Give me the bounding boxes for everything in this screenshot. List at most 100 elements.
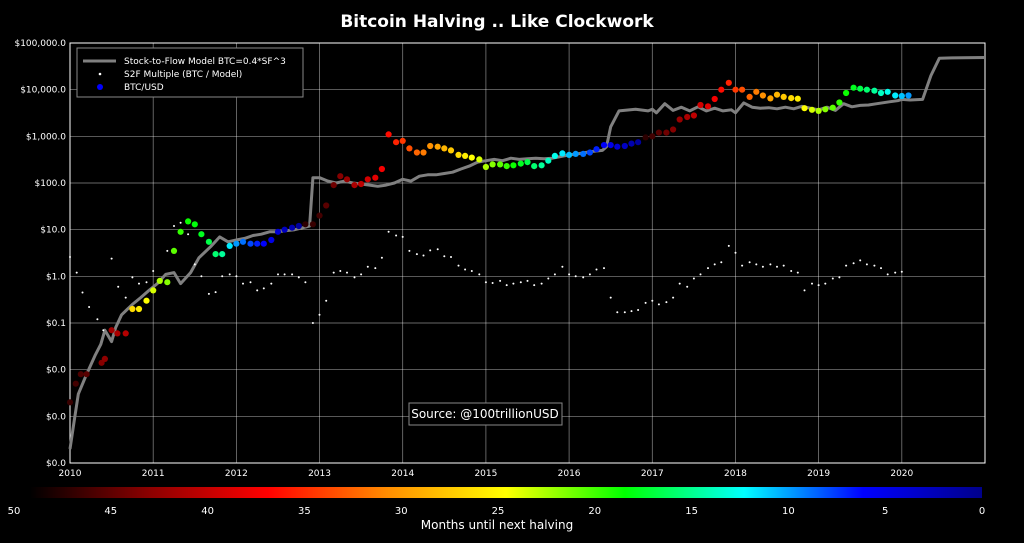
price-point: [732, 86, 739, 93]
multiple-point: [761, 265, 764, 268]
multiple-point: [200, 275, 203, 278]
price-point: [545, 157, 552, 164]
price-point: [808, 106, 816, 113]
colorbar-tick-label: 45: [104, 506, 117, 517]
price-point: [725, 79, 732, 86]
legend: Stock-to-Flow Model BTC=0.4*SF^3 S2F Mul…: [76, 47, 304, 98]
multiple-point: [811, 282, 813, 285]
y-tick-label: $0.1: [46, 319, 66, 329]
multiple-point: [96, 318, 99, 321]
multiple-point: [838, 276, 841, 279]
x-tick-label: 2014: [391, 469, 414, 479]
multiple-point: [533, 284, 536, 287]
multiple-point: [124, 296, 127, 299]
multiple-point: [526, 279, 529, 282]
price-point: [274, 228, 282, 235]
multiple-point: [894, 271, 897, 274]
price-point: [462, 152, 469, 159]
price-point: [316, 212, 323, 219]
colorbar-tick-label: 25: [492, 506, 505, 517]
x-tick-label: 2017: [641, 469, 664, 479]
price-point: [898, 92, 905, 100]
price-point: [378, 165, 385, 173]
multiple-point: [436, 248, 439, 251]
price-point: [268, 236, 275, 244]
price-point: [489, 161, 496, 168]
price-point: [614, 143, 621, 150]
multiple-point: [408, 249, 411, 252]
multiple-point: [748, 261, 751, 264]
price-point: [704, 103, 712, 110]
multiple-point: [561, 265, 564, 268]
multiple-point: [644, 301, 647, 304]
colorbar-title: Months until next halving: [421, 518, 573, 532]
price-point: [753, 88, 760, 95]
price-point: [663, 129, 670, 136]
multiple-point: [547, 277, 550, 280]
multiple-point: [595, 268, 598, 271]
model-line: [68, 56, 986, 450]
price-point: [447, 147, 455, 154]
price-point: [309, 221, 316, 228]
multiple-point: [491, 282, 494, 284]
price-point: [302, 221, 309, 228]
x-tick-label: 2012: [225, 469, 248, 479]
price-point: [337, 173, 344, 180]
colorbar: [30, 487, 982, 498]
multiple-point: [796, 271, 799, 274]
multiple-point: [845, 264, 848, 267]
multiple-point: [499, 279, 502, 282]
multiple-point: [138, 282, 140, 285]
multiple-point: [886, 273, 889, 276]
legend-label-model: Stock-to-Flow Model BTC=0.4*SF^3: [124, 57, 286, 67]
price-point: [655, 129, 663, 136]
multiple-point: [707, 267, 709, 270]
price-point: [66, 399, 74, 406]
multiple-point: [395, 234, 398, 237]
price-point: [150, 287, 157, 294]
multiple-point: [429, 249, 432, 252]
price-point: [801, 105, 808, 112]
price-point: [628, 140, 635, 147]
multiple-point: [311, 322, 314, 324]
x-tick-label: 2013: [308, 469, 331, 479]
multiple-point: [173, 225, 175, 227]
multiple-point: [470, 270, 473, 272]
multiple-point: [242, 282, 244, 285]
price-point: [205, 238, 212, 245]
y-tick-label: $100,000.0: [14, 39, 66, 49]
multiple-point: [678, 282, 681, 285]
source-box: [408, 402, 563, 426]
multiple-point: [657, 303, 660, 306]
price-point: [122, 330, 129, 337]
colorbar-tick-label: 35: [298, 506, 311, 517]
price-point: [676, 116, 683, 123]
multiple-point: [228, 273, 231, 276]
price-point: [718, 86, 725, 93]
price-point: [260, 240, 267, 247]
price-point: [254, 240, 261, 247]
price-point: [129, 305, 136, 313]
legend-label-multiple: S2F Multiple (BTC / Model): [124, 70, 242, 80]
multiple-point: [145, 281, 148, 284]
multiple-point: [131, 276, 134, 279]
colorbar-tick-label: 20: [588, 506, 601, 517]
multiple-point: [568, 273, 571, 276]
multiple-point: [699, 273, 702, 276]
x-tick-label: 2010: [59, 469, 82, 479]
price-point: [233, 240, 240, 247]
multiple-point: [277, 273, 279, 276]
multiple-point: [651, 299, 654, 302]
colorbar-tick-label: 5: [882, 506, 888, 517]
price-point: [773, 91, 781, 98]
price-point: [289, 224, 296, 231]
multiple-point: [637, 309, 640, 311]
price-point: [83, 371, 90, 378]
multiple-point: [297, 276, 300, 279]
multiple-point: [81, 291, 84, 294]
price-point: [101, 355, 108, 362]
price-point: [538, 162, 545, 169]
price-point: [642, 134, 649, 141]
multiple-point: [235, 275, 238, 278]
multiple-point: [415, 253, 418, 256]
